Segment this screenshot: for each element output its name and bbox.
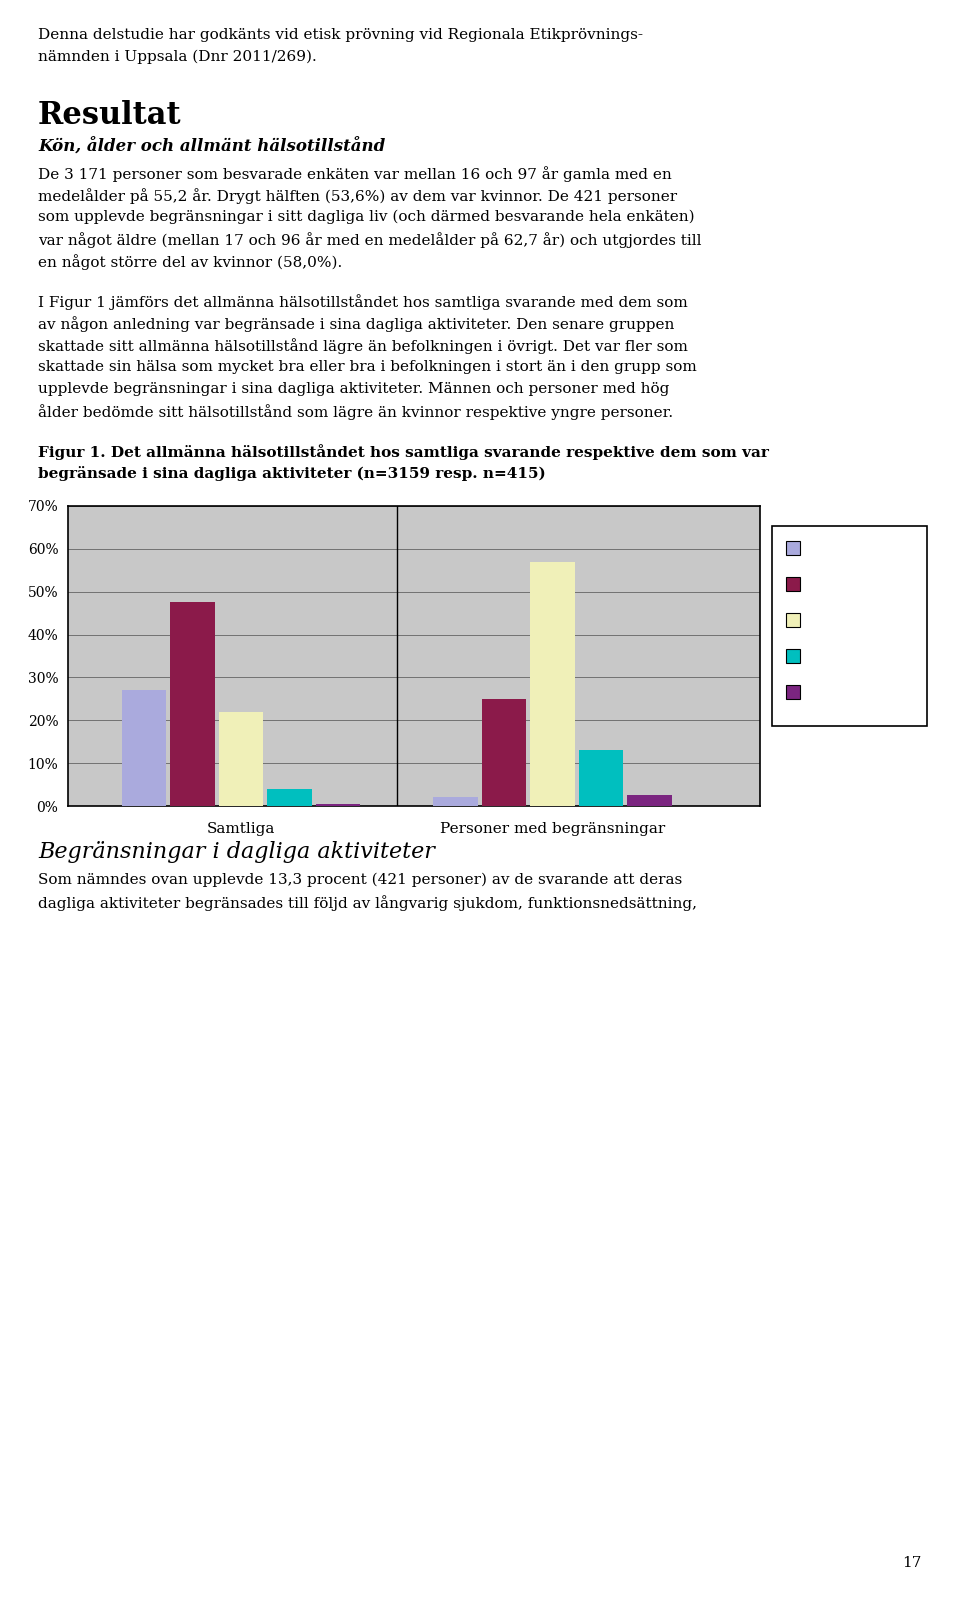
Text: ålder bedömde sitt hälsotillstånd som lägre än kvinnor respektive yngre personer: ålder bedömde sitt hälsotillstånd som lä… <box>38 403 673 419</box>
Text: begränsade i sina dagliga aktiviteter (n=3159 resp. n=415): begränsade i sina dagliga aktiviteter (n… <box>38 466 545 482</box>
Text: I Figur 1 jämförs det allmänna hälsotillståndet hos samtliga svarande med dem so: I Figur 1 jämförs det allmänna hälsotill… <box>38 294 687 310</box>
Bar <box>627 795 672 806</box>
Text: skattade sitt allmänna hälsotillstånd lägre än befolkningen i övrigt. Det var fl: skattade sitt allmänna hälsotillstånd lä… <box>38 338 688 354</box>
Bar <box>170 603 215 806</box>
Text: dagliga aktiviteter begränsades till följd av långvarig sjukdom, funktionsnedsät: dagliga aktiviteter begränsades till föl… <box>38 894 697 910</box>
Bar <box>530 562 575 806</box>
Text: 17: 17 <box>902 1555 922 1570</box>
Bar <box>579 750 623 806</box>
Text: nämnden i Uppsala (Dnr 2011/269).: nämnden i Uppsala (Dnr 2011/269). <box>38 50 317 64</box>
Text: Bra: Bra <box>807 578 834 590</box>
Text: De 3 171 personer som besvarade enkäten var mellan 16 och 97 år gamla med en: De 3 171 personer som besvarade enkäten … <box>38 166 672 182</box>
Bar <box>482 699 526 806</box>
Text: upplevde begränsningar i sina dagliga aktiviteter. Männen och personer med hög: upplevde begränsningar i sina dagliga ak… <box>38 382 669 395</box>
Text: Kön, ålder och allmänt hälsotillstånd: Kön, ålder och allmänt hälsotillstånd <box>38 138 385 155</box>
Text: en något större del av kvinnor (58,0%).: en något större del av kvinnor (58,0%). <box>38 254 343 270</box>
Bar <box>316 803 360 806</box>
Bar <box>122 690 166 806</box>
Text: Mycket bra: Mycket bra <box>807 541 895 555</box>
Text: Figur 1. Det allmänna hälsotillståndet hos samtliga svarande respektive dem som : Figur 1. Det allmänna hälsotillståndet h… <box>38 443 769 459</box>
Text: Mycket dåligt: Mycket dåligt <box>807 685 913 699</box>
Text: Dåligt: Dåligt <box>807 648 853 664</box>
Text: medelålder på 55,2 år. Drygt hälften (53,6%) av dem var kvinnor. De 421 personer: medelålder på 55,2 år. Drygt hälften (53… <box>38 187 677 203</box>
Text: var något äldre (mellan 17 och 96 år med en medelålder på 62,7 år) och utgjordes: var något äldre (mellan 17 och 96 år med… <box>38 232 702 248</box>
Bar <box>433 797 478 806</box>
Text: av någon anledning var begränsade i sina dagliga aktiviteter. Den senare gruppen: av någon anledning var begränsade i sina… <box>38 317 674 331</box>
Text: Som nämndes ovan upplevde 13,3 procent (421 personer) av de svarande att deras: Som nämndes ovan upplevde 13,3 procent (… <box>38 874 683 888</box>
Text: Denna delstudie har godkänts vid etisk prövning vid Regionala Etikprövnings-: Denna delstudie har godkänts vid etisk p… <box>38 27 643 42</box>
Text: som upplevde begränsningar i sitt dagliga liv (och därmed besvarande hela enkäte: som upplevde begränsningar i sitt daglig… <box>38 210 695 224</box>
Text: Resultat: Resultat <box>38 99 181 131</box>
Text: Någorlunda: Någorlunda <box>807 613 899 627</box>
Text: skattade sin hälsa som mycket bra eller bra i befolkningen i stort än i den grup: skattade sin hälsa som mycket bra eller … <box>38 360 697 374</box>
Bar <box>267 789 312 806</box>
Bar <box>219 712 263 806</box>
Text: Begränsningar i dagliga aktiviteter: Begränsningar i dagliga aktiviteter <box>38 842 435 862</box>
